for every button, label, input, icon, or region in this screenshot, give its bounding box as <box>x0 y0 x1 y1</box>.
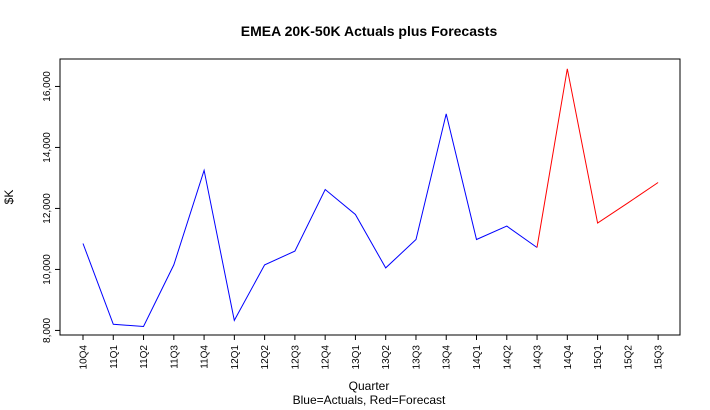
plot-frame <box>59 58 681 336</box>
y-tick-label: 8,000 <box>42 317 53 342</box>
x-axis-label: Quarter <box>349 379 390 393</box>
chart-title: EMEA 20K-50K Actuals plus Forecasts <box>241 23 498 39</box>
x-tick-label: 15Q2 <box>623 345 634 370</box>
series-line-actuals <box>82 113 538 328</box>
x-tick-label: 13Q4 <box>442 345 453 370</box>
x-tick-label: 12Q4 <box>321 345 332 370</box>
y-axis-label: $K <box>2 190 16 205</box>
x-tick-label: 12Q1 <box>230 345 241 370</box>
y-axis: 8,000 10,000 12,000 14,000 16,000 <box>42 71 60 343</box>
x-tick-label: 14Q1 <box>472 345 483 370</box>
x-axis: 10Q4 11Q1 11Q2 11Q3 11Q4 12Q1 12Q2 12Q3 12Q4 13Q1… <box>79 335 665 369</box>
chart-subtitle: Blue=Actuals, Red=Forecast <box>293 393 446 407</box>
x-tick-label: 10Q4 <box>79 345 90 370</box>
x-tick-label: 13Q2 <box>381 345 392 370</box>
x-tick-label: 13Q3 <box>411 345 422 370</box>
x-tick-label: 12Q2 <box>260 345 271 370</box>
y-tick-label: 14,000 <box>42 132 53 163</box>
series-group <box>82 68 659 328</box>
y-tick-label: 12,000 <box>42 193 53 224</box>
x-tick-label: 11Q3 <box>169 345 180 369</box>
x-tick-label: 11Q1 <box>109 345 120 369</box>
x-tick-label: 15Q1 <box>593 345 604 370</box>
x-tick-label: 14Q2 <box>502 345 513 370</box>
y-tick-label: 16,000 <box>42 71 53 102</box>
x-tick-label: 11Q2 <box>139 345 150 369</box>
x-tick-label: 11Q4 <box>200 345 211 369</box>
x-tick-label: 13Q1 <box>351 345 362 370</box>
x-tick-label: 14Q4 <box>563 345 574 370</box>
x-tick-label: 14Q3 <box>533 345 544 370</box>
x-tick-label: 12Q3 <box>290 345 301 370</box>
y-tick-label: 10,000 <box>42 254 53 285</box>
x-tick-label: 15Q3 <box>654 345 665 370</box>
series-line-forecast <box>536 68 659 248</box>
